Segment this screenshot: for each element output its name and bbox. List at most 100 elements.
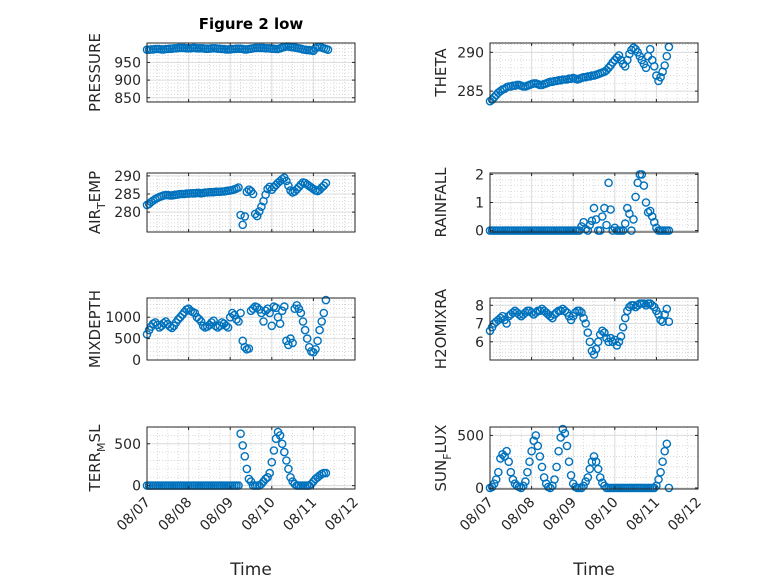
data-point	[516, 483, 526, 493]
data-point	[616, 331, 626, 341]
data-point	[566, 470, 576, 480]
data-point	[637, 170, 647, 179]
data-point	[236, 308, 245, 318]
data-point	[581, 319, 591, 328]
data-point	[625, 302, 634, 312]
data-point	[595, 473, 605, 482]
data-point	[531, 431, 541, 440]
data-point	[639, 181, 649, 190]
y-tick-label: 850	[114, 91, 141, 107]
data-point	[150, 318, 160, 327]
data-point	[148, 196, 158, 205]
data-point	[523, 467, 532, 477]
data-point	[196, 317, 206, 326]
data-point	[315, 325, 324, 335]
data-point	[489, 479, 499, 489]
data-point	[194, 314, 204, 324]
data-point	[560, 306, 570, 316]
axes-box	[146, 297, 356, 361]
data-point	[252, 303, 262, 312]
y-tick-label: 500	[114, 437, 141, 453]
data-point	[604, 178, 613, 188]
data-point	[296, 308, 306, 318]
data-point	[282, 176, 291, 186]
data-point	[282, 456, 291, 465]
data-point	[600, 203, 609, 213]
data-point	[589, 350, 599, 359]
data-point	[641, 198, 651, 207]
data-point	[496, 86, 505, 96]
data-point	[662, 439, 672, 449]
data-point	[641, 300, 651, 310]
data-point	[257, 308, 266, 318]
data-point	[662, 304, 672, 314]
y-axis-label: H2OMIXRA	[432, 288, 450, 369]
data-point	[595, 226, 605, 235]
data-point	[277, 306, 287, 316]
data-point	[664, 226, 674, 235]
subplot-rainfall: 0 1 2 RAINFALL	[432, 167, 699, 240]
data-point	[662, 51, 672, 61]
data-point	[525, 457, 534, 467]
data-point	[583, 473, 593, 482]
data-point	[583, 328, 593, 337]
data-point	[244, 344, 254, 353]
data-point	[585, 337, 595, 347]
data-point	[277, 174, 287, 184]
data-point	[546, 483, 555, 493]
data-point	[610, 55, 620, 65]
data-point	[604, 63, 613, 73]
data-point	[321, 468, 331, 478]
data-point	[265, 308, 275, 318]
data-point	[589, 203, 599, 213]
data-point	[496, 313, 505, 323]
data-point	[288, 338, 297, 348]
data-point	[236, 210, 245, 220]
data-point	[275, 319, 285, 329]
data-point	[620, 219, 630, 228]
data-point	[533, 441, 543, 451]
data-point	[571, 308, 580, 317]
data-point	[650, 62, 659, 71]
data-point	[284, 181, 293, 190]
data-point	[581, 477, 591, 486]
data-point	[267, 185, 277, 194]
data-point	[623, 203, 632, 213]
y-tick-label: 1	[475, 196, 484, 212]
data-point	[598, 212, 607, 221]
data-point	[579, 313, 588, 323]
data-point	[300, 325, 310, 335]
y-axis-label: AIRTEMP	[86, 171, 108, 234]
data-point	[493, 467, 503, 477]
data-point	[267, 321, 277, 331]
data-point	[585, 220, 595, 230]
data-point	[173, 315, 183, 324]
data-point	[587, 457, 597, 467]
data-point	[577, 308, 586, 317]
data-point	[660, 310, 670, 319]
data-point	[650, 217, 659, 227]
data-point	[593, 464, 603, 474]
data-point	[631, 192, 640, 202]
y-tick-label: 290	[457, 45, 484, 61]
data-point	[275, 431, 285, 440]
data-point	[257, 479, 266, 489]
data-point	[508, 475, 518, 484]
data-point	[656, 315, 665, 325]
data-point	[317, 317, 327, 326]
x-axis-label-right: Time	[572, 560, 615, 580]
data-point	[321, 295, 331, 305]
data-point	[261, 306, 270, 316]
data-point	[238, 220, 247, 230]
y-axis-label: TERRMSL	[86, 424, 108, 493]
x-tick-label: 08/10	[582, 495, 622, 535]
data-point	[294, 182, 304, 192]
data-point	[554, 446, 563, 456]
data-point	[521, 477, 530, 486]
y-tick-label: 0	[475, 481, 484, 497]
data-point	[167, 323, 177, 333]
data-point	[259, 317, 268, 326]
data-point	[311, 344, 320, 354]
data-point	[627, 226, 636, 235]
